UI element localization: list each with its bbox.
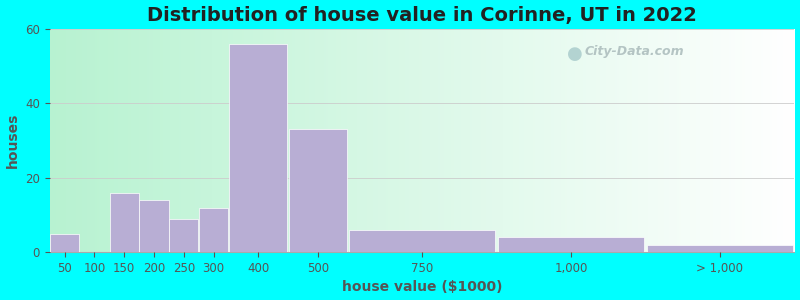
Bar <box>349 230 495 252</box>
Bar <box>139 200 169 252</box>
Bar <box>229 44 287 252</box>
X-axis label: house value ($1000): house value ($1000) <box>342 280 502 294</box>
Bar <box>498 237 644 252</box>
Text: ●: ● <box>567 44 583 62</box>
Bar <box>289 129 347 252</box>
Text: City-Data.com: City-Data.com <box>585 44 684 58</box>
Bar <box>50 234 79 252</box>
Bar <box>647 245 793 252</box>
Y-axis label: houses: houses <box>6 113 19 168</box>
Bar <box>110 193 138 252</box>
Title: Distribution of house value in Corinne, UT in 2022: Distribution of house value in Corinne, … <box>147 6 697 25</box>
Bar <box>199 208 228 252</box>
Bar <box>169 219 198 252</box>
